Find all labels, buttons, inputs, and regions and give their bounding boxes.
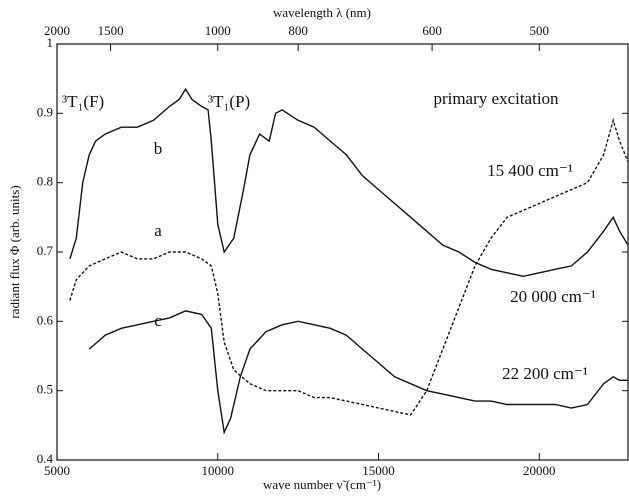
series-letter: a (154, 221, 162, 240)
y-tick-label: 0.8 (37, 174, 53, 189)
x2-tick-label: 500 (530, 23, 550, 38)
y-tick-label: 0.6 (37, 312, 54, 327)
x2-tick-label: 800 (288, 23, 308, 38)
y-tick-label: 0.5 (37, 382, 53, 397)
y-tick-label: 0.9 (37, 104, 53, 119)
y-tick-label: 0.4 (37, 451, 54, 466)
y-axis-title: radiant flux Φ (arb. units) (7, 185, 22, 318)
x-tick-label: 5000 (44, 463, 70, 478)
x-tick-label: 10000 (202, 463, 235, 478)
x2-axis-title: wavelength λ (nm) (273, 5, 371, 20)
series-line (69, 117, 629, 416)
series-line (69, 87, 629, 278)
x2-tick-label: 2000 (44, 23, 70, 38)
x2-tick-label: 1500 (98, 23, 124, 38)
x-tick-label: 20000 (523, 463, 556, 478)
series-excitation: 22 200 cm⁻¹ (502, 364, 588, 383)
series-excitation: 20 000 cm⁻¹ (510, 287, 596, 306)
y-tick-label: 0.7 (37, 243, 54, 258)
x2-tick-label: 600 (422, 23, 442, 38)
series-line (88, 310, 628, 435)
series-letter: b (154, 139, 163, 158)
annotation: ³T₁(P) (208, 92, 250, 111)
x2-tick-label: 1000 (205, 23, 231, 38)
x-tick-label: 15000 (362, 463, 395, 478)
y-tick-label: 1 (47, 35, 54, 50)
annotation: primary excitation (433, 89, 559, 108)
series-excitation: 15 400 cm⁻¹ (487, 161, 573, 180)
x-axis-title: wave number ν̃ (cm⁻¹) (263, 477, 381, 492)
series-letter: c (154, 311, 162, 330)
annotation: ³T₁(F) (62, 92, 104, 111)
